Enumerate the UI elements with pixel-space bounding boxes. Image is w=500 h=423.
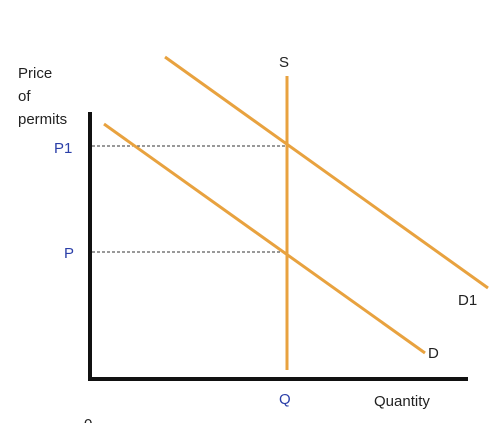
x-axis-label: Quantity (374, 393, 430, 410)
supply-label: S (279, 54, 289, 71)
y-axis-label-line2: of (18, 88, 31, 105)
y-axis-label-line1: Price (18, 65, 52, 82)
q-tick-label: Q (279, 391, 291, 408)
demand-shifted-curve (164, 55, 489, 290)
origin-label: 0 (84, 416, 92, 423)
demand-label: D (428, 345, 439, 362)
p-tick-label: P (64, 245, 74, 262)
y-axis-label-line3: permits (18, 111, 67, 128)
demand-shifted-label: D1 (458, 292, 477, 309)
p1-tick-label: P1 (54, 140, 72, 157)
demand-curve (103, 122, 426, 355)
